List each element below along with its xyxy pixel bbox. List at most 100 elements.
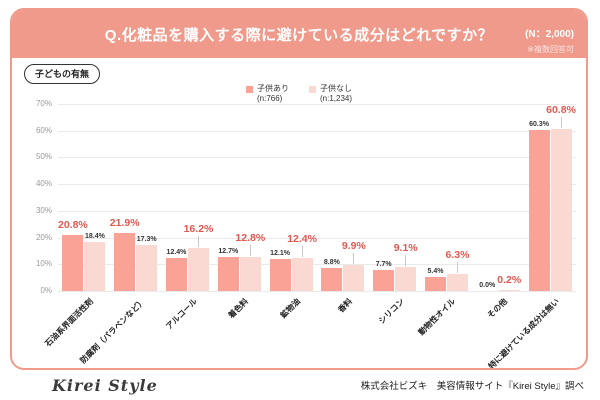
- bar-groups: 20.8% 18.4% 21.9% 17.3% 12.4% 16.2% 12.7% 12.8%…: [58, 104, 576, 291]
- chart-plot: 0% 10% 20% 30% 40% 50% 60% 70% 20.8% 18.4% 21.9% 17…: [36, 99, 576, 295]
- chart-xlabels: 石油系界面活性剤 防腐剤（パラベンなど） アルコール 着色料 鉱物油 香料 シリコン 動物性オ…: [43, 292, 576, 368]
- legend-item-with-kids: 子供あり (n:766): [245, 84, 289, 104]
- legend-sublabel: (n:766): [256, 94, 283, 103]
- gridline: [58, 104, 576, 105]
- x-axis-label: その他: [486, 296, 510, 321]
- bar-with-kids: [269, 258, 291, 291]
- value-label: 12.4%: [166, 248, 187, 256]
- bar-group: 7.7% 9.1%: [369, 104, 421, 291]
- label-leader-line: [197, 235, 199, 247]
- x-axis-cell: シリコン: [369, 292, 421, 364]
- x-axis-cell: 防腐剤（パラベンなど）: [78, 292, 162, 366]
- bar-group: 60.3% 60.8%: [524, 104, 576, 291]
- x-axis-label: アルコール: [164, 296, 199, 332]
- y-axis-tick: 50%: [35, 152, 52, 162]
- x-axis-label: 着色料: [227, 296, 251, 321]
- bar-no-kids: [395, 266, 417, 291]
- segment-tag: 子どもの有無: [24, 64, 101, 84]
- bar-group: 5.4% 6.3%: [421, 104, 473, 291]
- value-label-highlighted: 0.2%: [497, 274, 522, 287]
- y-axis-tick: 70%: [35, 99, 52, 108]
- bar-no-kids: [187, 247, 209, 291]
- value-label-highlighted: 16.2%: [183, 222, 214, 235]
- gridline: [58, 130, 576, 132]
- survey-panel: Q.化粧品を購入する際に避けている成分はどれですか？ (N：2,000) ※複数…: [10, 8, 588, 370]
- label-leader-line: [456, 262, 458, 274]
- value-label: 0.0%: [479, 282, 496, 289]
- label-leader-line: [405, 254, 407, 266]
- bar-group: 12.1% 12.4%: [265, 104, 317, 291]
- y-axis-tick: 30%: [35, 205, 52, 215]
- bar-with-kids: [528, 129, 550, 291]
- bar-group: 8.8% 9.9%: [317, 104, 369, 291]
- bar-group: 12.7% 12.8%: [213, 104, 265, 291]
- x-axis-cell: 鉱物油: [265, 292, 317, 364]
- value-label-highlighted: 12.8%: [235, 231, 266, 244]
- gridline: [58, 210, 576, 212]
- label-leader-line: [353, 252, 355, 264]
- bar-with-kids: [373, 270, 395, 291]
- multiple-answer-note: ※複数回答可: [527, 45, 574, 54]
- legend-swatch-no-kids: [308, 86, 316, 93]
- value-label-highlighted: 20.8%: [58, 219, 88, 232]
- x-axis-label: 石油系界面活性剤: [43, 296, 95, 349]
- bar-group: 12.4% 16.2%: [162, 104, 214, 291]
- bar-no-kids: [446, 274, 468, 291]
- chart-area: 子どもの有無 子供あり (n:766) 子供なし (n:1,234) 0% 10%…: [12, 58, 586, 368]
- value-label: 60.3%: [529, 120, 549, 128]
- x-axis-label: 香料: [336, 296, 354, 315]
- y-axis-tick: 0%: [40, 286, 52, 295]
- bar-group: 20.8% 18.4%: [58, 104, 110, 291]
- label-leader-line: [560, 116, 562, 128]
- y-axis-tick: 60%: [35, 125, 52, 135]
- legend-label: 子供なし: [319, 84, 352, 93]
- value-label-highlighted: 9.9%: [341, 239, 366, 252]
- bar-with-kids: [321, 267, 343, 291]
- bar-no-kids: [291, 257, 313, 291]
- bar-group: 21.9% 17.3%: [110, 104, 162, 291]
- value-label-highlighted: 60.8%: [546, 103, 576, 116]
- label-leader-line: [301, 245, 303, 257]
- bar-no-kids: [343, 264, 365, 291]
- x-axis-label: 動物性オイル: [417, 296, 458, 338]
- sample-size: (N：2,000): [525, 29, 574, 40]
- source-credit: 株式会社ビズキ 美容情報サイト『Kirei Style』調べ: [360, 381, 584, 392]
- value-label-highlighted: 21.9%: [109, 216, 140, 229]
- bar-with-kids: [114, 232, 136, 291]
- bar-with-kids: [424, 276, 446, 291]
- value-label-highlighted: 12.4%: [287, 232, 317, 245]
- legend-item-no-kids: 子供なし (n:1,234): [308, 84, 353, 104]
- bar-chart: 0% 10% 20% 30% 40% 50% 60% 70% 20.8% 18.4% 21.9% 17…: [36, 99, 576, 368]
- y-axis-tick: 40%: [35, 179, 52, 189]
- value-label-highlighted: 9.1%: [393, 241, 418, 254]
- x-axis-cell: 動物性オイル: [417, 292, 473, 364]
- x-axis-cell: 着色料: [213, 292, 265, 364]
- value-label: 18.4%: [84, 232, 105, 240]
- bar-with-kids: [62, 235, 84, 291]
- value-label: 12.7%: [218, 248, 239, 256]
- legend-sublabel: (n:1,234): [319, 94, 353, 103]
- value-label: 12.1%: [270, 249, 291, 257]
- x-axis-label: シリコン: [376, 296, 406, 326]
- page-title: Q.化粧品を購入する際に避けている成分はどれですか？: [104, 26, 494, 44]
- value-label: 17.3%: [136, 235, 157, 243]
- gridline: [58, 237, 576, 239]
- value-label-highlighted: 6.3%: [445, 249, 470, 262]
- bar-with-kids: [217, 257, 239, 291]
- gridline: [58, 157, 576, 159]
- gridline: [58, 264, 576, 266]
- x-axis-cell: 特に避けている成分は無い: [487, 292, 576, 368]
- bar-no-kids: [136, 244, 158, 291]
- y-axis-tick: 10%: [35, 259, 52, 269]
- header-banner: Q.化粧品を購入する際に避けている成分はどれですか？ (N：2,000) ※複数…: [12, 10, 586, 58]
- bar-no-kids: [550, 128, 572, 291]
- y-axis-tick: 20%: [35, 232, 52, 242]
- legend: 子供あり (n:766) 子供なし (n:1,234): [12, 58, 586, 104]
- value-label: 8.8%: [323, 258, 340, 266]
- x-axis-cell: 香料: [317, 292, 369, 364]
- legend-label: 子供あり: [256, 84, 289, 93]
- bar-with-kids: [165, 257, 187, 291]
- gridline: [58, 184, 576, 186]
- bar-no-kids: [498, 290, 520, 291]
- bar-no-kids: [84, 241, 106, 291]
